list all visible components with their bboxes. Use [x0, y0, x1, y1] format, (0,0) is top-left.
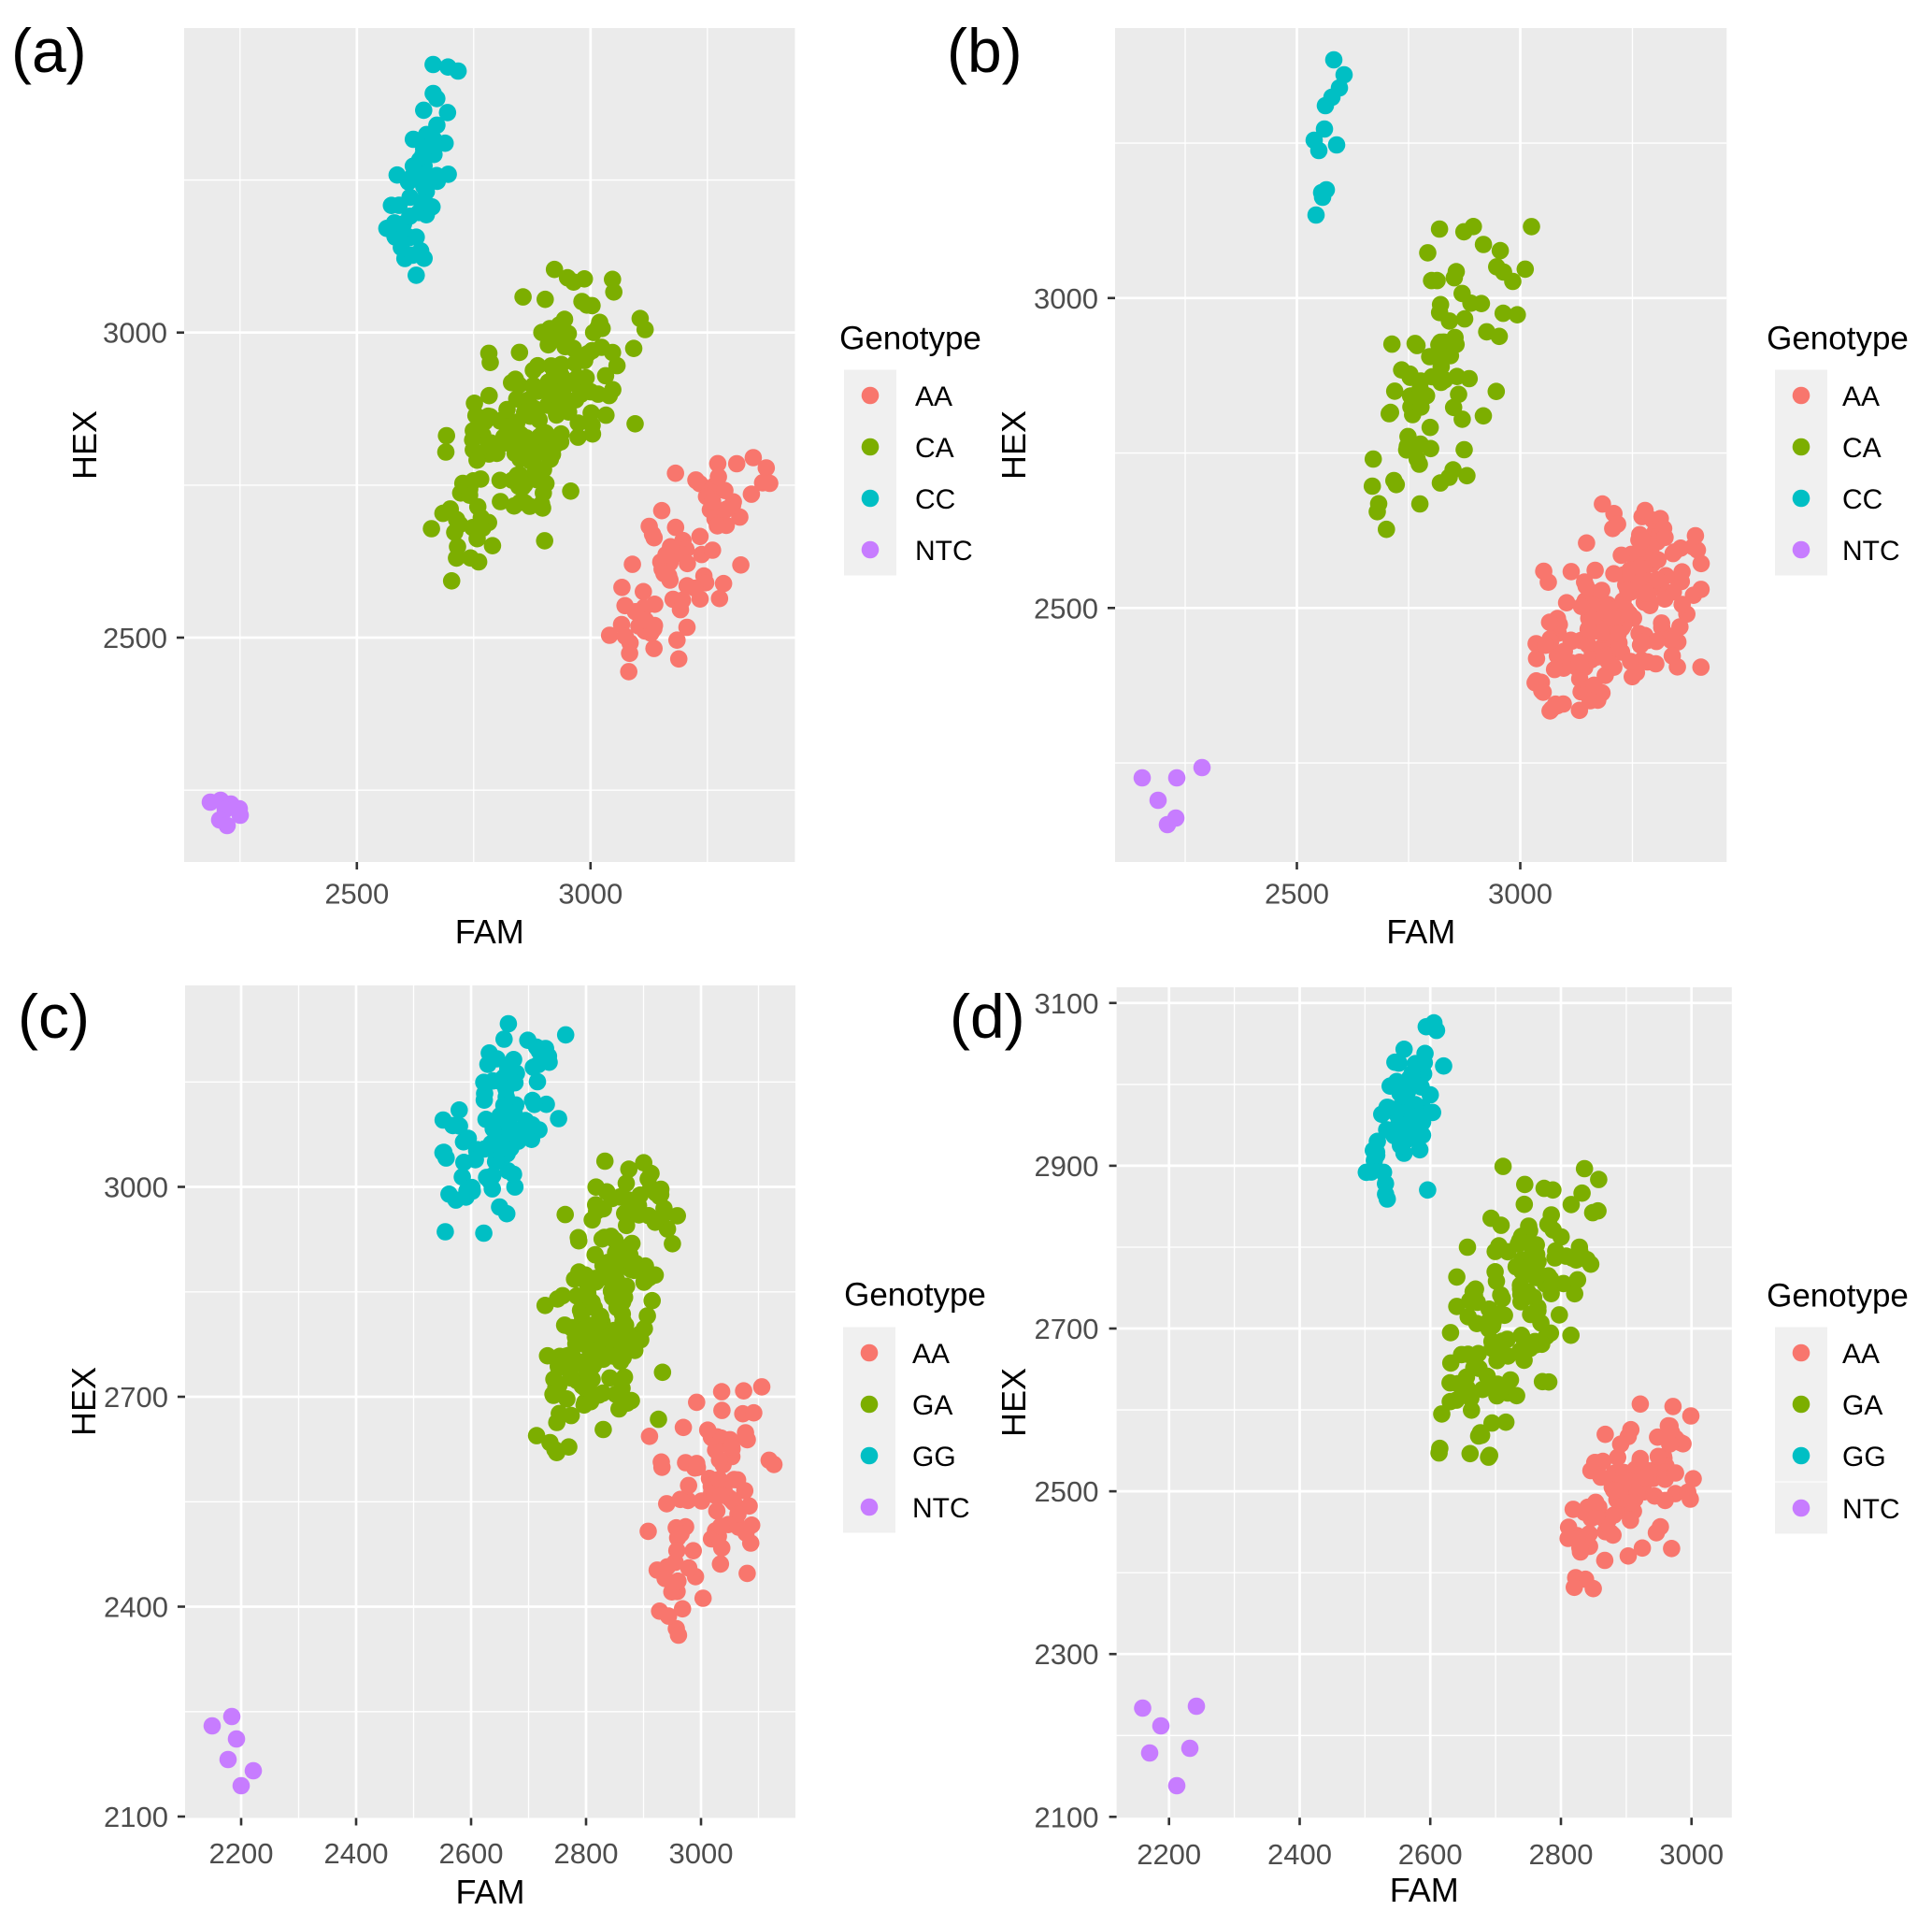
svg-text:2400: 2400: [104, 1591, 168, 1624]
svg-text:2900: 2900: [1035, 1150, 1099, 1183]
svg-text:2600: 2600: [439, 1837, 504, 1870]
svg-text:FAM: FAM: [1386, 912, 1455, 951]
svg-text:2500: 2500: [324, 878, 389, 911]
svg-text:2500: 2500: [1035, 1475, 1099, 1508]
svg-text:3000: 3000: [558, 878, 623, 911]
svg-text:Genotype: Genotype: [1767, 1278, 1909, 1314]
svg-text:2800: 2800: [1529, 1838, 1594, 1871]
svg-text:GA: GA: [912, 1390, 952, 1421]
svg-text:NTC: NTC: [1842, 536, 1900, 567]
svg-text:2800: 2800: [554, 1837, 619, 1870]
svg-text:3000: 3000: [1659, 1838, 1724, 1871]
svg-text:2400: 2400: [324, 1837, 389, 1870]
svg-text:2100: 2100: [1035, 1801, 1099, 1833]
svg-text:2500: 2500: [1034, 592, 1098, 625]
svg-text:2500: 2500: [103, 622, 167, 654]
svg-text:HEX: HEX: [65, 410, 104, 480]
svg-text:(b): (b): [947, 16, 1023, 85]
svg-text:GG: GG: [1842, 1442, 1886, 1472]
svg-text:FAM: FAM: [455, 1873, 524, 1911]
svg-text:HEX: HEX: [995, 410, 1033, 480]
svg-text:AA: AA: [1842, 381, 1880, 412]
svg-text:3000: 3000: [1034, 282, 1098, 315]
svg-text:2700: 2700: [104, 1381, 168, 1414]
svg-text:CC: CC: [1842, 484, 1882, 515]
svg-text:HEX: HEX: [995, 1368, 1033, 1437]
svg-text:3000: 3000: [104, 1171, 168, 1204]
svg-text:Genotype: Genotype: [839, 321, 981, 357]
svg-text:CA: CA: [915, 433, 954, 464]
svg-text:CC: CC: [915, 484, 955, 515]
svg-text:HEX: HEX: [64, 1367, 103, 1436]
svg-text:AA: AA: [1842, 1339, 1880, 1370]
svg-text:2400: 2400: [1267, 1838, 1332, 1871]
svg-text:2700: 2700: [1035, 1313, 1099, 1345]
svg-text:(a): (a): [11, 16, 87, 85]
svg-text:3000: 3000: [103, 317, 167, 350]
svg-text:3000: 3000: [669, 1837, 734, 1870]
svg-text:AA: AA: [915, 381, 952, 412]
svg-text:3000: 3000: [1488, 878, 1553, 911]
svg-text:Genotype: Genotype: [844, 1277, 986, 1314]
svg-text:2600: 2600: [1398, 1838, 1463, 1871]
svg-text:NTC: NTC: [1842, 1494, 1900, 1525]
svg-text:Genotype: Genotype: [1767, 321, 1909, 357]
svg-text:2200: 2200: [1137, 1838, 1201, 1871]
svg-text:NTC: NTC: [912, 1493, 970, 1524]
svg-text:FAM: FAM: [455, 912, 524, 951]
svg-text:2200: 2200: [209, 1837, 274, 1870]
svg-text:NTC: NTC: [915, 536, 973, 567]
svg-text:AA: AA: [912, 1339, 950, 1370]
svg-text:2500: 2500: [1265, 878, 1329, 911]
svg-text:CA: CA: [1842, 433, 1882, 464]
svg-text:2300: 2300: [1035, 1638, 1099, 1671]
svg-text:(d): (d): [950, 982, 1025, 1051]
svg-text:GA: GA: [1842, 1390, 1882, 1421]
svg-text:FAM: FAM: [1390, 1871, 1459, 1909]
svg-text:GG: GG: [912, 1442, 956, 1472]
svg-text:3100: 3100: [1035, 987, 1099, 1020]
svg-text:(c): (c): [18, 982, 90, 1051]
svg-text:2100: 2100: [104, 1801, 168, 1833]
